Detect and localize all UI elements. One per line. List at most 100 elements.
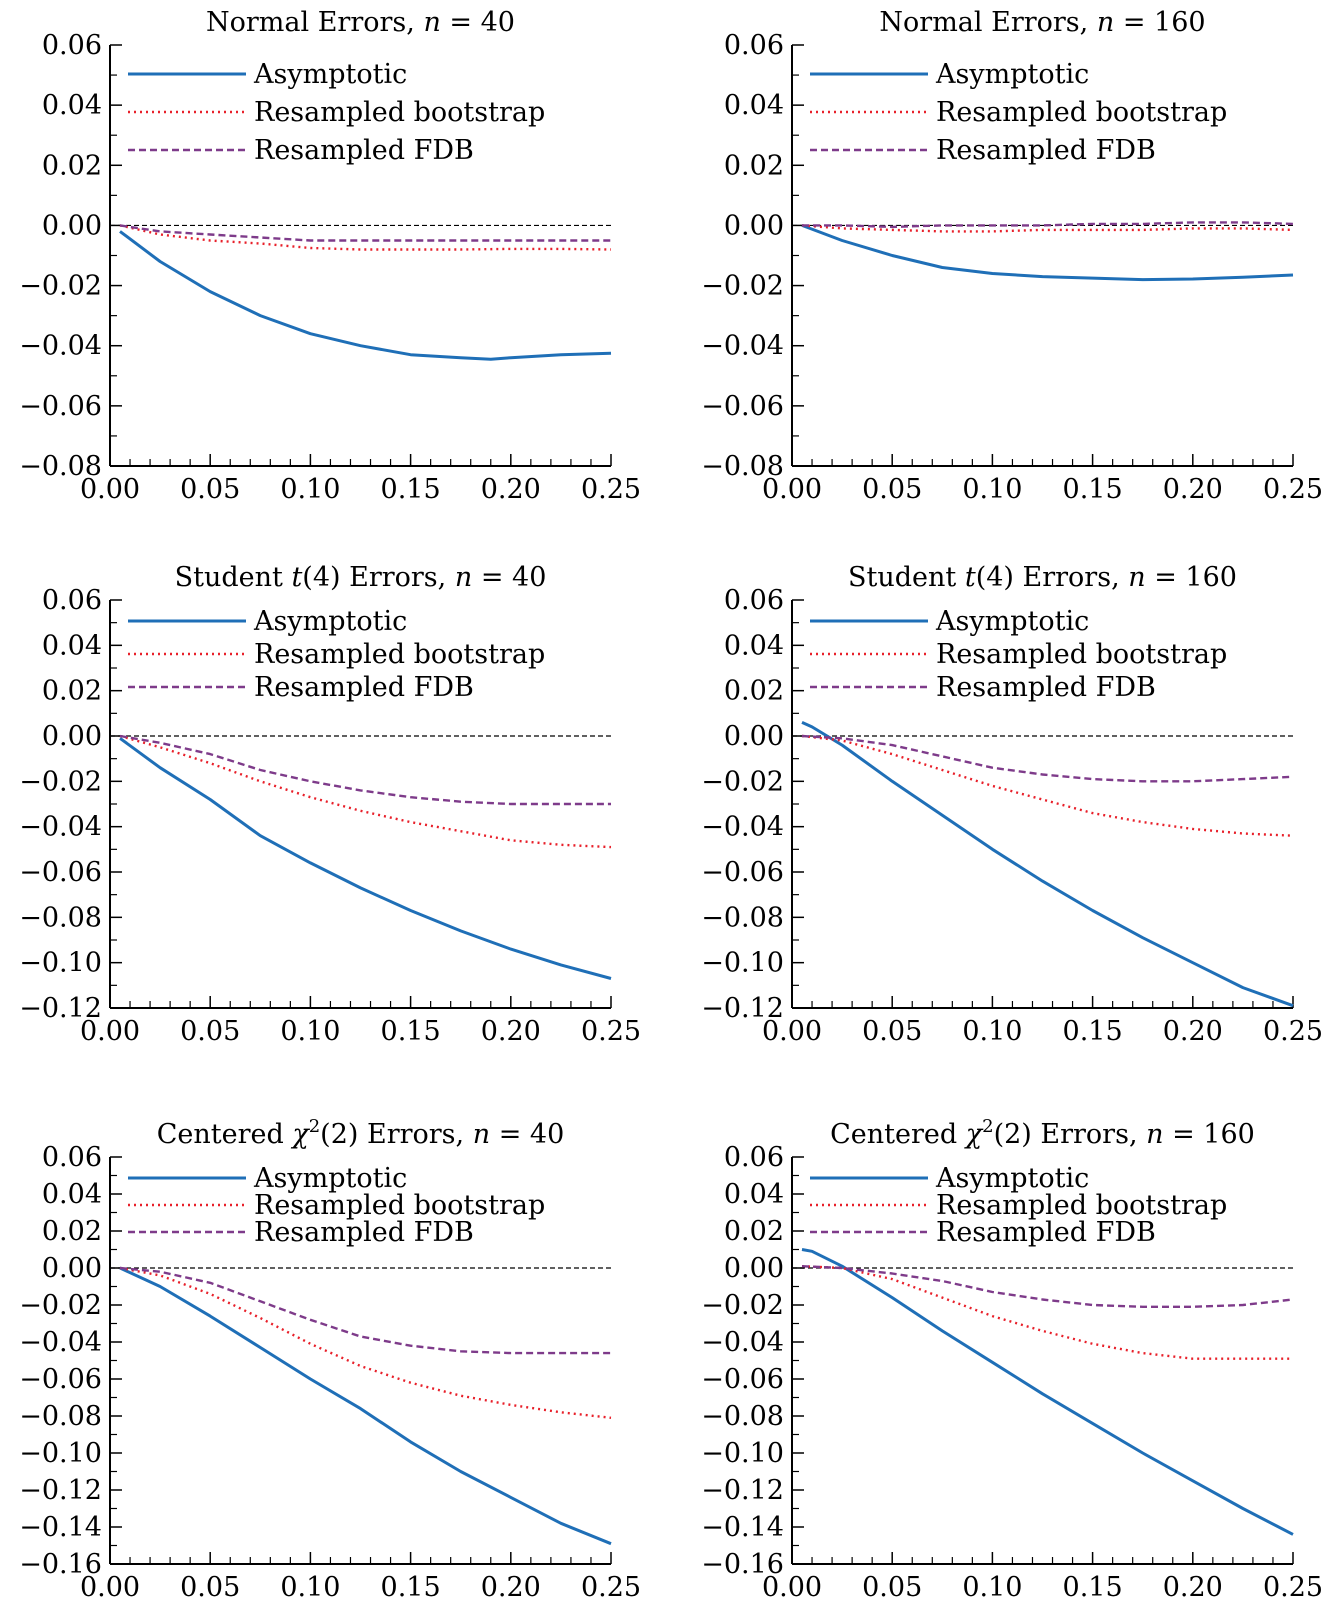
y-tick-label: 0.06 [42,1142,102,1173]
x-tick-label: 0.15 [381,1016,441,1047]
legend-entry: Resampled bootstrap [936,639,1227,670]
series-line-resampled-bootstrap [801,734,1294,837]
legend-entry: Resampled bootstrap [254,639,545,670]
y-tick-label: −0.02 [19,271,102,302]
y-tick-label: −0.06 [19,1364,102,1395]
y-tick-label: −0.08 [19,902,102,933]
x-tick-label: 0.00 [762,1016,822,1047]
series-line-asymptotic [119,1266,612,1546]
series-line-asymptotic [119,230,612,361]
y-tick-label: 0.00 [724,1253,784,1284]
y-tick-label: −0.06 [19,857,102,888]
legend-entry: Resampled FDB [254,135,474,166]
series-line-resampled-fdb [801,1265,1294,1309]
x-tick-label: 0.25 [581,474,641,505]
x-tick-label: 0.25 [581,1572,641,1603]
x-tick-label: 0.15 [1063,474,1123,505]
series-line-resampled-fdb [119,1266,611,1355]
legend-entry: Asymptotic [935,1163,1089,1194]
y-tick-label: 0.00 [724,210,784,241]
legend-entry: Resampled FDB [936,135,1156,166]
chart-title: Centered χ2(2) Errors, n = 40 [157,1116,565,1150]
x-tick-label: 0.20 [481,1572,541,1603]
series-line-asymptotic [119,737,612,980]
chart-panel-4: Student t(4) Errors, n = 160 −0.12 −0.10 −0… [701,562,1323,1047]
legend-entry: Resampled bootstrap [936,1190,1227,1221]
y-tick-label: −0.12 [701,1475,784,1506]
x-tick-label: 0.05 [180,474,240,505]
y-tick-label: −0.16 [701,1549,784,1580]
x-tick-label: 0.25 [581,1016,641,1047]
x-tick-label: 0.15 [1063,1572,1123,1603]
x-tick-label: 0.10 [962,1016,1022,1047]
series-line-resampled-fdb [119,734,611,806]
chart-title: Student t(4) Errors, n = 160 [848,562,1237,593]
y-tick-label: 0.02 [724,1216,784,1247]
chart-panel-5: Centered χ2(2) Errors, n = 40 −0.16 −0.14 −… [19,1116,641,1603]
y-tick-label: −0.10 [701,948,784,979]
y-tick-label: −0.02 [701,766,784,797]
y-tick-label: 0.06 [724,30,784,61]
y-tick-label: −0.02 [701,271,784,302]
y-tick-label: −0.04 [701,331,784,362]
y-tick-label: 0.02 [42,676,102,707]
chart-panel-1: Normal Errors, n = 40 −0.08 −0.06 −0.04 −0.0… [19,7,641,505]
x-tick-label: 0.20 [1163,1572,1223,1603]
x-tick-label: 0.20 [481,1016,541,1047]
y-tick-label: −0.10 [19,1438,102,1469]
x-tick-label: 0.10 [280,1572,340,1603]
y-tick-label: −0.02 [19,766,102,797]
legend-entry: Resampled FDB [254,672,474,703]
y-tick-label: 0.00 [42,721,102,752]
series-line-resampled-fdb [119,224,611,242]
legend-entry: Asymptotic [935,606,1089,637]
y-tick-label: 0.00 [724,721,784,752]
y-tick-label: 0.02 [42,150,102,181]
series-line-resampled-bootstrap [119,1266,612,1419]
y-tick-label: 0.04 [724,90,784,121]
x-tick-label: 0.20 [481,474,541,505]
legend-entry: Resampled bootstrap [254,97,545,128]
x-tick-label: 0.05 [180,1572,240,1603]
y-tick-label: −0.12 [19,993,102,1024]
chart-title: Normal Errors, n = 160 [879,7,1205,38]
legend-entry: Resampled FDB [254,1217,474,1248]
x-tick-label: 0.10 [280,474,340,505]
y-tick-label: −0.06 [701,391,784,422]
y-tick-label: −0.16 [19,1549,102,1580]
y-tick-label: 0.04 [724,630,784,661]
chart-title: Normal Errors, n = 40 [206,7,515,38]
chart-panel-6: Centered χ2(2) Errors, n = 160 −0.16 −0.14… [701,1116,1323,1603]
series-line-asymptotic [801,721,1294,1008]
legend-entry: Asymptotic [253,606,407,637]
legend-entry: Asymptotic [253,1163,407,1194]
y-tick-label: −0.02 [19,1290,102,1321]
y-tick-label: 0.00 [42,1253,102,1284]
y-tick-label: −0.06 [19,391,102,422]
y-tick-label: −0.12 [701,993,784,1024]
series-line-resampled-bootstrap [119,224,612,251]
x-tick-label: 0.25 [1263,474,1323,505]
legend-entry: Resampled bootstrap [936,97,1227,128]
series-line-asymptotic [801,223,1294,282]
x-tick-label: 0.15 [381,474,441,505]
chart-panel-2: Normal Errors, n = 160 −0.08 −0.06 −0.04 −0.… [701,7,1323,505]
chart-panel-3: Student t(4) Errors, n = 40 −0.12 −0.10 −0.… [19,562,641,1047]
x-tick-label: 0.05 [862,474,922,505]
x-tick-label: 0.10 [962,474,1022,505]
y-tick-label: −0.04 [19,1327,102,1358]
series-line-resampled-bootstrap [119,734,612,849]
legend-entry: Resampled FDB [936,1217,1156,1248]
x-tick-label: 0.15 [381,1572,441,1603]
y-tick-label: −0.04 [19,331,102,362]
legend-entry: Resampled FDB [936,672,1156,703]
x-tick-label: 0.00 [80,474,140,505]
series-line-asymptotic [801,1248,1294,1536]
y-tick-label: −0.06 [701,857,784,888]
x-tick-label: 0.10 [962,1572,1022,1603]
legend-entry: Resampled bootstrap [254,1190,545,1221]
y-tick-label: −0.08 [701,902,784,933]
y-tick-label: −0.08 [701,451,784,482]
